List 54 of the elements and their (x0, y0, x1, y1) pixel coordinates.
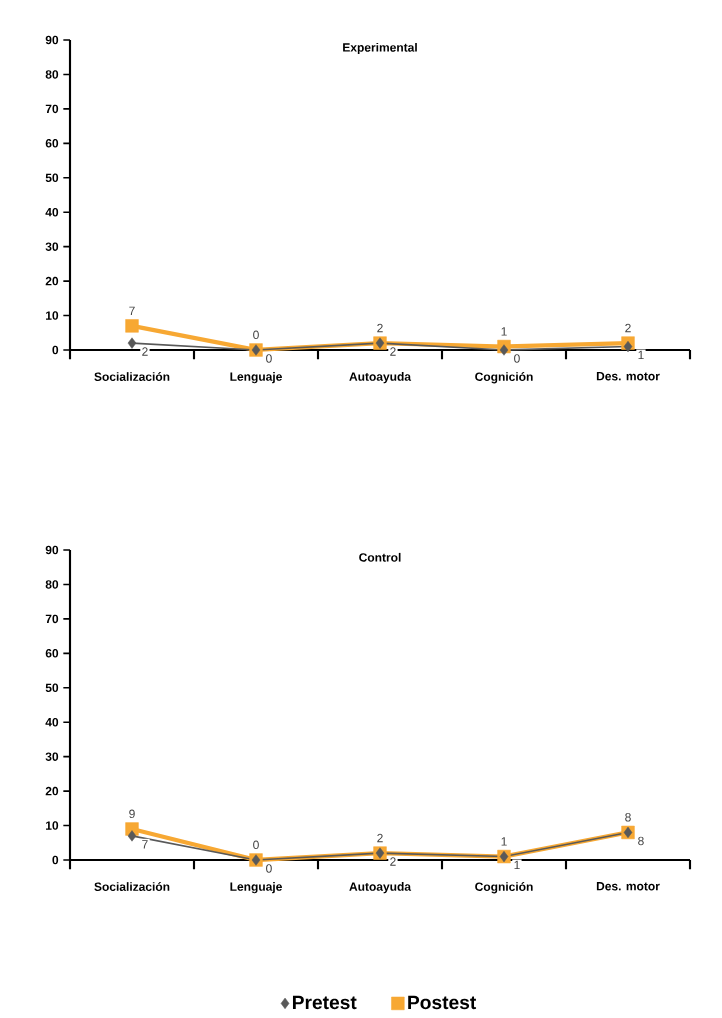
y-tick-label: 70 (45, 104, 59, 114)
data-label: 1 (501, 837, 507, 846)
y-tick-label: 80 (45, 580, 59, 589)
y-tick-label: 60 (45, 139, 59, 148)
y-tick-label: 90 (45, 35, 59, 45)
data-label: 9 (129, 809, 135, 819)
data-label: 1 (501, 327, 507, 336)
x-tick-label: Des. motor (596, 372, 660, 381)
data-label: 1 (514, 860, 520, 870)
data-label: 2 (390, 857, 396, 866)
data-label: 1 (638, 350, 644, 360)
y-tick-label: 30 (45, 752, 59, 761)
legend-label: Pretest (292, 995, 357, 1010)
y-tick-label: 50 (45, 173, 59, 183)
x-tick-label: Cognición (475, 372, 533, 384)
data-label: 2 (390, 347, 396, 356)
chart-title: Control (359, 552, 401, 562)
data-label: 0 (253, 330, 259, 340)
y-tick-label: 40 (45, 207, 59, 217)
y-tick-label: 70 (45, 614, 59, 624)
data-label: 0 (514, 354, 520, 363)
y-tick-label: 30 (45, 242, 59, 251)
y-tick-label: 50 (45, 683, 59, 693)
y-tick-label: 0 (52, 855, 59, 865)
data-label: 7 (142, 840, 148, 849)
y-tick-label: 20 (45, 786, 59, 796)
y-tick-label: 80 (45, 70, 59, 79)
data-label: 2 (142, 347, 148, 356)
x-tick-label: Socialización (94, 372, 170, 381)
data-label: 0 (266, 864, 272, 873)
data-label: 8 (638, 836, 644, 846)
legend-label: Postest (408, 995, 477, 1010)
data-label: 7 (129, 306, 135, 315)
y-tick-label: 10 (46, 311, 59, 320)
y-tick-label: 60 (45, 649, 59, 658)
chart-title: Experimental (343, 42, 417, 55)
data-label: 0 (266, 354, 272, 363)
y-tick-label: 90 (45, 545, 59, 555)
y-tick-label: 0 (52, 345, 59, 355)
x-tick-label: Lenguaje (230, 372, 282, 384)
data-label: 8 (625, 813, 631, 822)
x-tick-label: Socialización (94, 882, 170, 891)
x-tick-label: Cognición (475, 882, 533, 894)
x-tick-label: Autoayuda (349, 882, 412, 894)
x-tick-label: Autoayuda (349, 372, 412, 384)
data-label: 2 (625, 323, 631, 333)
data-label: 2 (377, 323, 383, 333)
y-tick-label: 10 (46, 821, 59, 830)
y-tick-label: 20 (45, 276, 59, 286)
x-tick-label: Lenguaje (230, 882, 282, 894)
x-tick-label: Des. motor (596, 882, 660, 891)
y-tick-label: 40 (45, 717, 59, 727)
data-label: 2 (377, 833, 383, 843)
data-label: 0 (253, 840, 259, 850)
